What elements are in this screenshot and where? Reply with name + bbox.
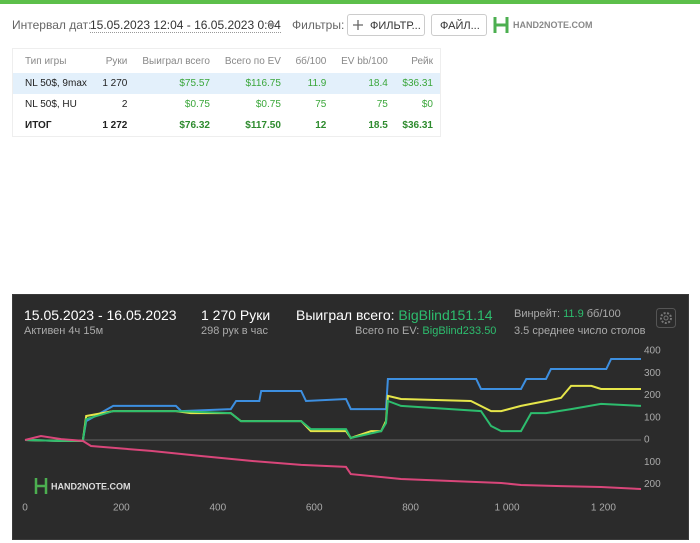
y-tick-label: 400 [644, 346, 661, 357]
table-cell: $36.31 [402, 78, 433, 89]
series-line [24, 434, 642, 490]
top-bar [0, 0, 700, 4]
x-tick-label: 1 200 [591, 503, 616, 514]
stats-table-box: Тип игры Руки Выиграл всего Всего по EV бб/1… [12, 48, 441, 137]
winrate-label: Винрейт: [514, 308, 561, 320]
x-tick-label: 0 [22, 503, 28, 514]
x-tick-label: 400 [209, 503, 226, 514]
y-tick-label: 100 [644, 457, 661, 468]
table-cell: 18.5 [368, 120, 388, 131]
column-header: Всего по EV [224, 55, 281, 67]
graph-panel: 15.05.2023 - 16.05.2023 Активен 4ч 15м 1… [12, 294, 689, 540]
series-line [24, 358, 641, 442]
table-cell: $76.32 [179, 120, 210, 131]
plus-icon [353, 20, 363, 30]
graph-logo: HAND2NOTE.COM [51, 481, 131, 491]
date-range[interactable]: 15.05.2023 12:04 - 16.05.2023 0:04 [90, 18, 281, 33]
x-tick-label: 1 000 [494, 503, 519, 514]
ev-row: Всего по EV: BigBlind233.50 [355, 325, 496, 337]
filter-button[interactable]: ФИЛЬТР... [347, 14, 425, 36]
table-cell: 12 [315, 120, 327, 131]
won-label: Выиграл всего: [296, 307, 395, 323]
table-cell: NL 50$, 9max [25, 78, 87, 89]
x-tick-label: 200 [113, 503, 130, 514]
ev-label: Всего по EV: [355, 325, 420, 337]
hands: 1 270 Руки [201, 307, 271, 323]
filters-label: Фильтры: [292, 18, 345, 32]
table-cell: $0.75 [184, 99, 210, 110]
file-button[interactable]: ФАЙЛ... [431, 14, 487, 36]
table-cell: 11.9 [307, 78, 327, 89]
graph-logo-icon [34, 478, 48, 494]
table-cell: 18.4 [368, 78, 388, 89]
won-row: Выиграл всего: BigBlind151.14 [296, 307, 493, 323]
winrate-value: 11.9 [563, 308, 584, 320]
table-cell: NL 50$, HU [25, 99, 77, 110]
tables-count: 3.5 среднее число столов [514, 325, 646, 337]
table-row: ИТОГ 1 272 $76.32 $117.50 12 18.5 $36.31 [13, 115, 440, 136]
table-row: NL 50$, 9max 1 270 $75.57 $116.75 11.9 18.4 $3… [13, 73, 440, 94]
winrate-unit: бб/100 [586, 308, 621, 320]
y-tick-label: 200 [644, 479, 661, 490]
x-tick-label: 600 [306, 503, 323, 514]
won-value: BigBlind151.14 [398, 307, 493, 323]
column-header: бб/100 [295, 55, 327, 67]
ev-value: BigBlind233.50 [422, 325, 497, 337]
table-cell: 1 272 [102, 120, 128, 131]
header-row: Тип игры Руки Выиграл всего Всего по EV бб/1… [13, 49, 440, 73]
logo-icon [493, 17, 509, 33]
table-cell: 1 270 [102, 78, 128, 89]
y-tick-label: 200 [644, 390, 661, 401]
table-cell: 75 [315, 99, 327, 110]
table-row: NL 50$, HU 2 $0.75 $0.75 75 75 $0 [13, 94, 440, 115]
table-cell: $36.31 [402, 120, 433, 131]
y-tick-label: 300 [644, 368, 661, 379]
table-cell: $0 [421, 99, 433, 110]
column-header: Тип игры [25, 55, 67, 67]
series-line [24, 399, 642, 442]
table-cell: $116.75 [245, 78, 281, 89]
table-cell: $75.57 [179, 78, 210, 89]
winrate-row: Винрейт: 11.9 бб/100 [514, 308, 621, 320]
x-tick-label: 800 [402, 503, 419, 514]
column-header: Рейк [411, 55, 433, 67]
table-cell: ИТОГ [25, 120, 52, 131]
stats-table: Тип игры Руки Выиграл всего Всего по EV бб/1… [13, 49, 440, 136]
period: 15.05.2023 - 16.05.2023 [24, 307, 177, 323]
column-header: Выиграл всего [142, 55, 210, 67]
table-cell: 2 [121, 99, 128, 110]
y-tick-label: 100 [644, 412, 661, 423]
settings-button[interactable] [656, 308, 676, 328]
y-tick-label: 0 [644, 435, 650, 446]
column-header: Руки [105, 55, 128, 67]
date-label: Интервал дат: [12, 18, 92, 32]
logo-text: HAND2NOTE.COM [513, 20, 593, 30]
table-cell: 75 [376, 99, 388, 110]
hands-per-hour: 298 рук в час [201, 325, 269, 337]
table-cell: $0.75 [255, 99, 281, 110]
column-header: EV bb/100 [341, 55, 388, 67]
dropdown-arrow[interactable] [266, 22, 276, 28]
active-time: Активен 4ч 15м [24, 325, 104, 337]
table-cell: $117.50 [245, 120, 281, 131]
